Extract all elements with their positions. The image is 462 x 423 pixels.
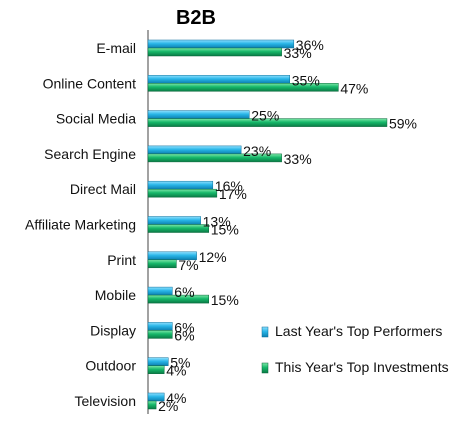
bar-last-year — [147, 145, 242, 155]
data-label: 59% — [389, 116, 417, 132]
bar-this-year — [147, 400, 157, 410]
bar-this-year — [147, 294, 209, 304]
data-label: 5% — [170, 355, 190, 371]
data-label: 15% — [211, 222, 239, 238]
data-label: 33% — [284, 45, 312, 61]
bar-this-year — [147, 259, 177, 269]
data-label: 47% — [340, 80, 368, 96]
bar-last-year — [147, 180, 214, 190]
data-label: 6% — [174, 319, 194, 335]
data-label: 12% — [199, 249, 227, 265]
legend-label: This Year's Top Investments — [275, 359, 449, 375]
data-label: 4% — [166, 390, 186, 406]
bar-this-year — [147, 330, 173, 339]
bar-last-year — [147, 286, 173, 296]
bar-this-year — [147, 47, 282, 57]
value-labels: 36%33%35% 47%25%59%23% 33%16%17%13%15%12%7… — [158, 37, 417, 414]
bar-last-year — [147, 75, 290, 84]
category-label: Search Engine — [44, 146, 136, 162]
category-label: Print — [107, 252, 136, 268]
data-label: 6% — [174, 327, 194, 343]
data-label: 4% — [166, 363, 186, 379]
category-label: Affiliate Marketing — [25, 217, 136, 233]
category-labels: E-mail Online Content Social Media Search E… — [25, 40, 136, 409]
data-label: 6% — [174, 284, 194, 300]
data-label: 13% — [203, 214, 231, 230]
data-label: 25% — [251, 108, 279, 124]
bar-this-year — [147, 83, 339, 92]
category-label: Television — [75, 393, 136, 409]
data-label: 33% — [284, 151, 312, 167]
chart-title: B2B — [176, 7, 216, 29]
category-label: Display — [90, 322, 136, 338]
legend-label: Last Year's Top Performers — [275, 323, 442, 339]
category-label: Outdoor — [85, 358, 136, 374]
data-label: 35% — [292, 72, 320, 88]
bar-this-year — [147, 224, 209, 233]
category-label: Direct Mail — [70, 181, 136, 197]
bar-this-year — [147, 365, 165, 374]
category-label: Online Content — [43, 75, 137, 91]
category-label: Social Media — [56, 111, 136, 127]
bar-this-year — [147, 153, 282, 163]
bar-last-year — [147, 110, 250, 119]
legend-swatch — [261, 362, 269, 374]
data-label: 7% — [178, 257, 198, 273]
legend: Last Year's Top Performers This Year's To… — [261, 323, 449, 375]
data-label: 23% — [243, 143, 271, 159]
bar-last-year — [147, 322, 173, 331]
data-label: 15% — [211, 292, 239, 308]
bar-this-year — [147, 188, 218, 198]
data-label: 17% — [219, 186, 247, 202]
category-label: Mobile — [95, 287, 136, 303]
category-label: E-mail — [96, 40, 136, 56]
data-label: 2% — [158, 398, 178, 414]
data-label: 36% — [296, 37, 324, 53]
bar-last-year — [147, 39, 295, 49]
legend-swatch — [261, 326, 269, 338]
data-label: 16% — [215, 178, 243, 194]
bar-this-year — [147, 118, 388, 127]
bar-last-year — [147, 216, 201, 225]
bars — [147, 39, 388, 410]
